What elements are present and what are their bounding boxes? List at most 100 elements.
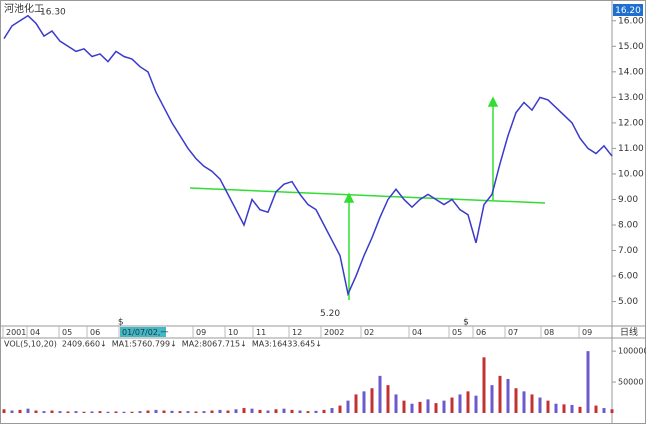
- volume-bar: [26, 408, 30, 413]
- volume-bar: [122, 411, 126, 413]
- x-tick-label: 2001: [6, 328, 26, 337]
- volume-bar: [362, 391, 366, 413]
- volume-bar: [42, 411, 46, 413]
- neckline: [189, 187, 546, 204]
- volume-bar: [74, 411, 78, 413]
- volume-bar: [610, 409, 614, 413]
- volume-bar: [482, 357, 486, 413]
- x-tick-label: 06: [90, 328, 100, 337]
- volume-bar: [146, 410, 150, 413]
- volume-bar: [530, 394, 534, 413]
- x-tick-label: 04: [412, 328, 422, 337]
- volume-bar: [274, 409, 278, 413]
- current-price: 16.20: [615, 6, 641, 16]
- volume-bar: [554, 403, 558, 413]
- volume-bar: [82, 411, 86, 413]
- x-tick-label: 09: [196, 328, 206, 337]
- volume-bar: [282, 408, 286, 413]
- volume-bar: [234, 409, 238, 413]
- volume-bar: [338, 405, 342, 413]
- volume-bar: [394, 394, 398, 413]
- volume-tick-label: 50000: [618, 378, 643, 387]
- volume-bar: [98, 411, 102, 413]
- volume-bar: [474, 395, 478, 413]
- volume-bar: [218, 409, 222, 413]
- volume-bar: [490, 385, 494, 413]
- volume-bar: [2, 409, 6, 413]
- volume-bar: [322, 409, 326, 413]
- volume-bar: [442, 400, 446, 413]
- volume-bar: [298, 410, 302, 413]
- volume-bar: [258, 409, 262, 413]
- volume-bar: [114, 411, 118, 413]
- y-tick-label: 16.00: [618, 16, 644, 26]
- volume-bar: [426, 399, 430, 413]
- x-tick-label: 05: [452, 328, 462, 337]
- volume-bar: [50, 410, 54, 413]
- x-tick-label: 05: [62, 328, 72, 337]
- volume-bar: [418, 401, 422, 413]
- volume-bar: [498, 375, 502, 413]
- x-tick-label: 10: [228, 328, 238, 337]
- y-tick-label: 12.00: [618, 118, 644, 128]
- y-tick-label: 13.00: [618, 93, 644, 103]
- volume-bar: [506, 378, 510, 413]
- volume-bar: [378, 375, 382, 413]
- volume-bar: [602, 408, 606, 413]
- annotation: 16.30: [40, 8, 66, 18]
- volume-bar: [578, 406, 582, 413]
- volume-bar: [10, 410, 14, 413]
- volume-bar: [562, 404, 566, 413]
- x-tick-label: 07: [508, 328, 518, 337]
- volume-bar: [594, 405, 598, 413]
- volume-header: 2409.660↓: [62, 340, 107, 349]
- volume-header: MA1:5760.799↓: [112, 340, 177, 349]
- x-tick-label: 04: [30, 328, 40, 337]
- volume-bar: [514, 388, 518, 413]
- volume-bar: [178, 411, 182, 413]
- volume-bar: [386, 385, 390, 413]
- y-tick-label: 8.00: [618, 220, 638, 230]
- volume-bar: [210, 410, 214, 413]
- x-tick-label: 06: [476, 328, 486, 337]
- volume-bar: [138, 411, 142, 413]
- volume-bar: [162, 410, 166, 413]
- x-tick-label: 2002: [324, 328, 344, 337]
- x-tick-label: 02: [364, 328, 374, 337]
- volume-bar: [242, 408, 246, 413]
- volume-bar: [18, 409, 22, 413]
- x-tick-label: 12: [292, 328, 302, 337]
- volume-header: MA2:8067.715↓: [182, 340, 247, 349]
- y-tick-label: 15.00: [618, 42, 644, 52]
- arrows: [343, 96, 499, 300]
- volume-bar: [34, 410, 38, 413]
- x-tick-label: 08: [544, 328, 554, 337]
- volume-bar: [546, 400, 550, 413]
- volume-bar: [170, 410, 174, 413]
- price-line: [3, 14, 613, 297]
- marker: $: [463, 318, 469, 328]
- volume-bar: [458, 394, 462, 413]
- volume-tick-label: 100000: [618, 347, 646, 356]
- volume-bar: [194, 411, 198, 413]
- y-tick-label: 6.00: [618, 272, 638, 282]
- volume-bar: [522, 391, 526, 413]
- volume-bar: [90, 411, 94, 413]
- volume-header: MA3:16433.645↓: [252, 340, 322, 349]
- chart-title: 河池化工: [4, 2, 44, 15]
- y-tick-label: 5.00: [618, 297, 638, 307]
- y-tick-label: 14.00: [618, 67, 644, 77]
- x-tick-label: 01/07/02,一: [122, 328, 168, 337]
- volume-bar: [266, 410, 270, 413]
- annotation: 5.20: [320, 309, 340, 319]
- volume-bar: [434, 403, 438, 413]
- volume-bar: [202, 411, 206, 413]
- volume-bar: [154, 409, 158, 413]
- volume-bar: [402, 400, 406, 413]
- y-tick-label: 11.00: [618, 144, 644, 154]
- volume-bar: [570, 404, 574, 413]
- volume-header: VOL(5,10,20): [4, 340, 57, 349]
- volume-bar: [370, 388, 374, 413]
